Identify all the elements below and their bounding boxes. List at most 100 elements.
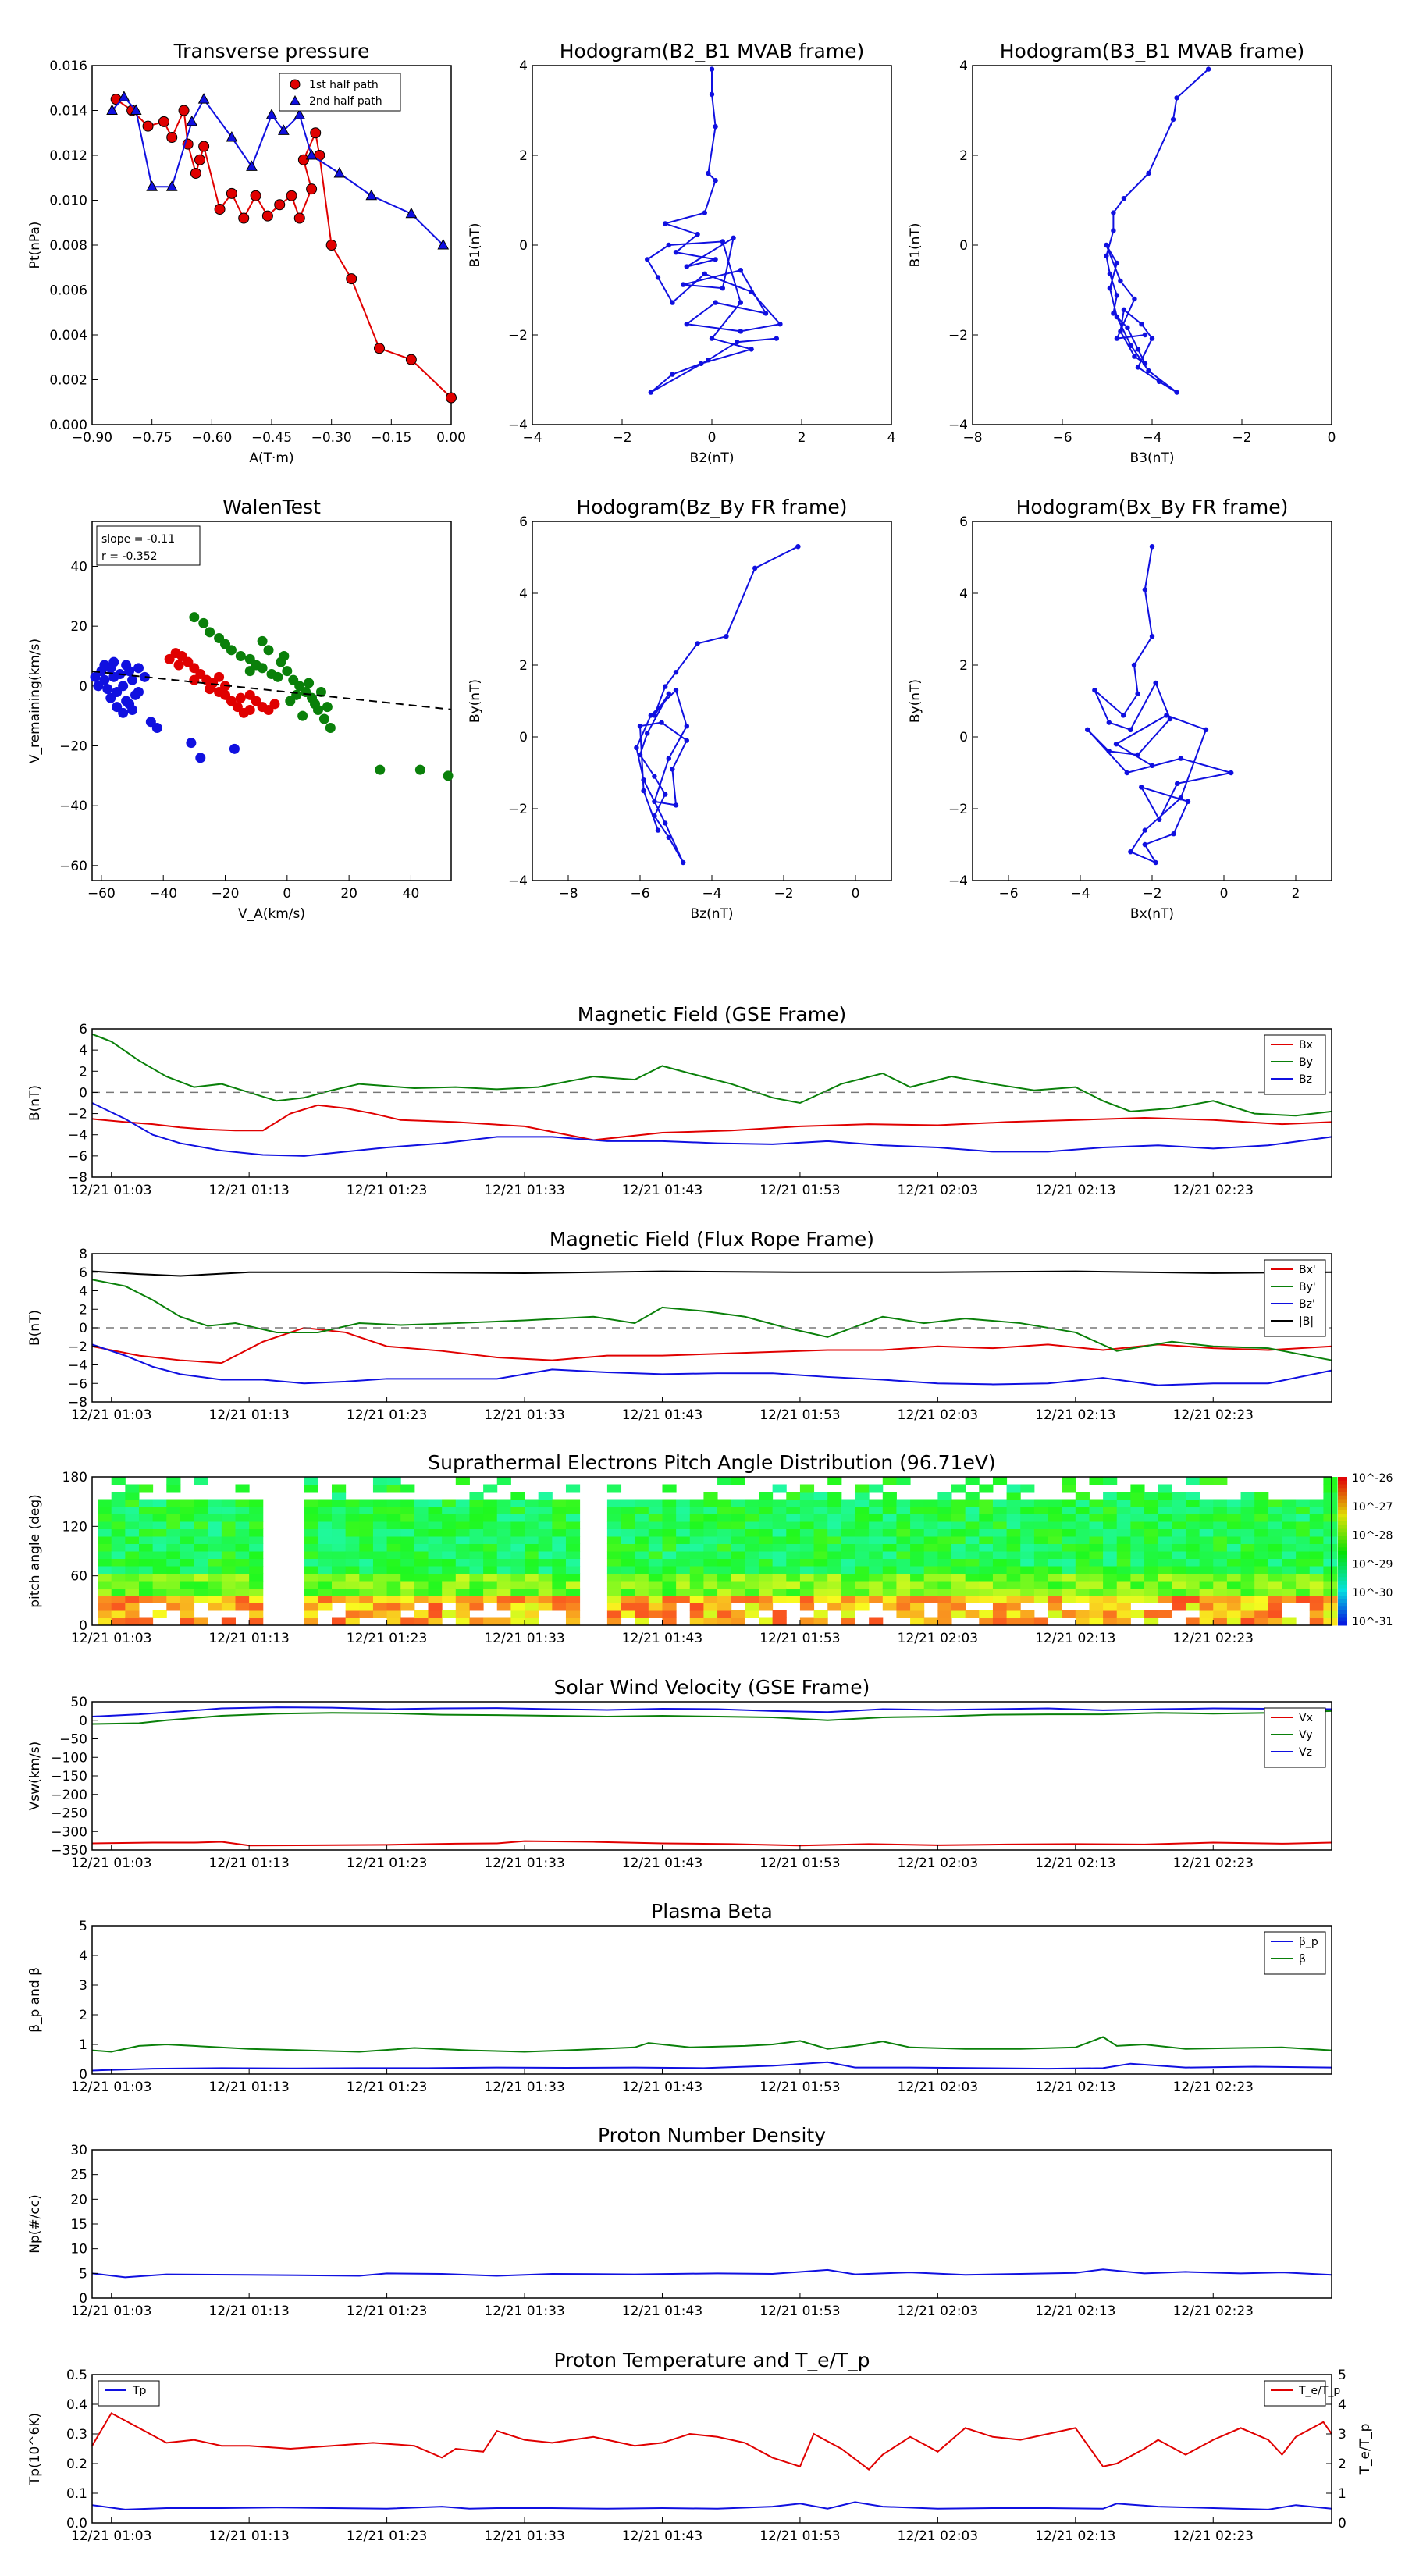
panel-3-cell: [1254, 1543, 1269, 1552]
panel-3-cell: [827, 1499, 842, 1507]
panel-3-cell: [194, 1528, 208, 1537]
panel-3-cell: [525, 1536, 539, 1544]
panel-3-cell: [552, 1566, 567, 1574]
panel-3-cell: [965, 1588, 980, 1596]
pt-second-half-point: [405, 207, 418, 219]
h2-trace-point: [1104, 242, 1109, 248]
panel-1-ytick-label: 6: [79, 1022, 87, 1037]
h2-trace-point: [1174, 390, 1179, 395]
panel-3-cell: [400, 1514, 415, 1522]
panel-3-cell: [745, 1573, 759, 1582]
panel-3-cell: [965, 1581, 980, 1589]
panel-3-cell: [552, 1551, 567, 1559]
h3-trace-point: [652, 799, 657, 804]
panel-3-cell: [1116, 1521, 1131, 1529]
panel-3-cell: [565, 1573, 581, 1582]
panel-3-cell: [455, 1581, 470, 1589]
panel-3-cell: [414, 1536, 429, 1544]
panel-3-cell: [635, 1499, 649, 1507]
panel-3-cell: [428, 1610, 443, 1618]
panel-3-cell: [855, 1507, 870, 1514]
panel-3-cell: [1103, 1492, 1118, 1500]
panel-3-cell: [455, 1596, 470, 1603]
panel-3-cell: [469, 1603, 484, 1611]
panel-3-xtick-label: 12/21 01:33: [484, 1631, 564, 1646]
panel-3-cell: [208, 1521, 222, 1529]
panel-3-cell: [689, 1617, 704, 1626]
panel-1-legend-label: By: [1299, 1056, 1313, 1069]
panel-3-cell: [552, 1521, 567, 1529]
panel-7-ytick-label: 0.4: [66, 2397, 87, 2413]
panel-3-cell: [1199, 1596, 1214, 1603]
panel-3-cell: [841, 1581, 856, 1589]
panel-3-cell: [525, 1566, 539, 1574]
panel-3-cell: [1254, 1566, 1269, 1574]
panel-3-cell: [372, 1581, 388, 1589]
panel-3-cell: [400, 1528, 415, 1537]
panel-3-cell: [635, 1514, 649, 1522]
panel-3-cell: [345, 1499, 360, 1507]
panel-3-cell: [1006, 1617, 1021, 1626]
panel-3-cell: [1240, 1573, 1255, 1582]
panel-3-cell: [882, 1514, 897, 1522]
panel-3-cell: [703, 1507, 718, 1514]
panel-3-cell: [745, 1528, 759, 1537]
panel-3-cell: [1199, 1617, 1214, 1626]
panel-3-cell: [1240, 1588, 1255, 1596]
panel-3-cell: [910, 1499, 925, 1507]
pt-second-half-point: [293, 109, 306, 119]
panel-3-cell: [910, 1507, 925, 1514]
panel-3-colorbar-slice: [1338, 1532, 1347, 1537]
h3-trace-point: [681, 859, 686, 866]
panel-3-cell: [1268, 1558, 1282, 1567]
panel-3-cell: [111, 1521, 126, 1529]
panel-3-cell: [496, 1528, 511, 1537]
panel-3-colorbar-slice: [1338, 1521, 1347, 1526]
panel-3-cell: [565, 1536, 581, 1544]
panel-3-cell: [813, 1499, 828, 1507]
panel-3-cell: [372, 1558, 388, 1567]
panel-3-cell: [621, 1551, 635, 1559]
panel-3-cell: [1020, 1536, 1035, 1544]
panel-3-cell: [125, 1551, 140, 1559]
pt-first-half-point: [198, 141, 210, 152]
panel-3-cell: [635, 1507, 649, 1514]
panel-3-ytick-label: 60: [70, 1569, 87, 1585]
panel-3-cell: [1006, 1543, 1021, 1552]
panel-3-cell: [923, 1596, 938, 1603]
h3-title: Hodogram(Bz_By FR frame): [576, 496, 847, 518]
panel-3-cell: [1116, 1573, 1131, 1582]
panel-3-cell: [1062, 1543, 1076, 1552]
panel-2-series-Bz': [91, 1343, 1332, 1386]
panel-3-cell: [98, 1536, 112, 1544]
panel-3-cell: [1103, 1536, 1118, 1544]
panel-3-cell: [1268, 1573, 1282, 1582]
h3-trace-point: [663, 820, 668, 826]
panel-3-cell: [1075, 1558, 1090, 1567]
panel-3-cell: [1323, 1558, 1338, 1567]
panel-6-xtick-label: 12/21 01:43: [622, 2304, 702, 2319]
panel-3-cell: [869, 1507, 884, 1514]
panel-3-cell: [235, 1596, 250, 1603]
h1-trace-point: [738, 300, 743, 305]
h2-trace-point: [1142, 361, 1148, 366]
panel-3-cell: [1062, 1507, 1076, 1514]
pt-first-half-point: [194, 154, 205, 165]
panel-3-cell: [372, 1528, 388, 1537]
h1-trace-point: [645, 257, 650, 262]
panel-3-cell: [1282, 1558, 1297, 1567]
panel-3-cell: [1048, 1558, 1062, 1567]
panel-3-cell: [662, 1551, 677, 1559]
panel-3-cell: [1309, 1521, 1324, 1529]
panel-3-cell: [98, 1507, 112, 1514]
panel-3-cell: [510, 1507, 525, 1514]
walen-point-blue: [102, 684, 113, 695]
panel-3-cell: [745, 1603, 759, 1611]
panel-3-xtick-label: 12/21 01:53: [759, 1631, 840, 1646]
panel-3-cell: [896, 1581, 911, 1589]
panel-3-cell: [1323, 1566, 1338, 1574]
panel-3-cell: [111, 1551, 126, 1559]
h2-ytick-label: 4: [959, 59, 968, 74]
h3-trace-point: [752, 565, 758, 571]
panel-3-cell: [869, 1521, 884, 1529]
